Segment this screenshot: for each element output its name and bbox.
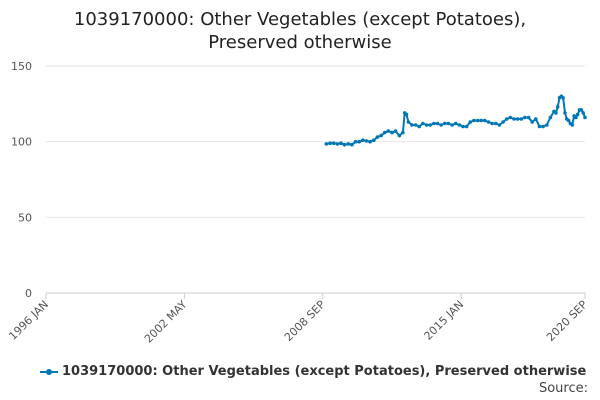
- data-point: [372, 138, 376, 142]
- data-point: [461, 124, 465, 129]
- data-point: [375, 135, 380, 139]
- data-point: [479, 118, 484, 123]
- data-point: [548, 115, 553, 120]
- data-point: [523, 115, 527, 120]
- x-tick-label: 2008 SEP: [282, 298, 328, 344]
- data-point: [443, 121, 447, 126]
- data-point: [468, 120, 473, 124]
- data-point: [386, 129, 391, 133]
- data-point: [350, 142, 354, 147]
- data-point: [393, 129, 398, 133]
- data-point: [324, 142, 329, 146]
- chart-title-line-2: Preserved otherwise: [208, 32, 392, 53]
- data-point: [534, 117, 538, 121]
- data-point: [397, 133, 402, 138]
- data-point: [526, 115, 531, 120]
- data-point: [404, 112, 409, 117]
- x-tick-label: 1996 JAN: [6, 298, 51, 343]
- data-point: [530, 120, 534, 124]
- data-point: [554, 111, 558, 115]
- data-point: [331, 141, 336, 145]
- data-point: [424, 123, 429, 127]
- data-point: [566, 118, 571, 123]
- series-line: [326, 95, 586, 146]
- data-point: [464, 124, 469, 129]
- data-point: [428, 123, 433, 127]
- data-point: [450, 123, 454, 127]
- data-point: [413, 123, 418, 127]
- data-point: [583, 115, 587, 120]
- data-point: [501, 120, 505, 124]
- data-point: [368, 139, 372, 144]
- data-point: [361, 138, 365, 142]
- data-point: [490, 121, 494, 126]
- chart-title-line-1: 1039170000: Other Vegetables (except Pot…: [73, 9, 527, 30]
- data-point: [432, 121, 436, 126]
- data-point: [519, 117, 524, 121]
- source-label: Source:: [538, 381, 588, 396]
- data-point: [435, 121, 440, 126]
- data-point: [439, 123, 443, 127]
- data-point: [364, 139, 369, 143]
- data-point: [401, 130, 405, 135]
- data-point: [406, 120, 411, 124]
- chart-title: 1039170000: Other Vegetables (except Pot…: [0, 8, 600, 54]
- data-point: [504, 117, 509, 121]
- data-point: [342, 142, 347, 147]
- data-point: [486, 120, 491, 124]
- data-point: [472, 118, 476, 123]
- data-point: [541, 124, 545, 129]
- data-point: [346, 142, 351, 146]
- legend-label: 1039170000: Other Vegetables (except Pot…: [62, 364, 587, 379]
- data-point: [555, 105, 560, 109]
- data-point: [515, 117, 520, 121]
- y-tick-label: 100: [11, 136, 32, 149]
- data-point: [379, 133, 383, 138]
- data-point: [357, 139, 362, 144]
- y-tick-label: 50: [18, 211, 32, 224]
- legend-swatch: [40, 367, 58, 377]
- data-point: [382, 130, 387, 135]
- data-point: [570, 123, 575, 127]
- data-point: [417, 124, 422, 129]
- data-point: [353, 139, 358, 144]
- data-point: [483, 118, 487, 123]
- data-point: [581, 111, 585, 115]
- data-point: [446, 121, 451, 126]
- data-point: [574, 115, 578, 120]
- data-point: [339, 141, 343, 145]
- data-point: [410, 123, 414, 127]
- x-tick-label: 2020 SEP: [544, 298, 590, 344]
- data-point: [575, 112, 580, 117]
- x-tick-label: 2015 JAN: [422, 298, 467, 343]
- data-point: [563, 111, 567, 115]
- data-point: [494, 121, 498, 126]
- data-point: [545, 123, 549, 127]
- data-point: [579, 108, 584, 112]
- y-tick-label: 150: [11, 60, 32, 73]
- data-point: [475, 118, 480, 123]
- x-tick-label: 2002 MAY: [142, 298, 190, 346]
- data-point: [328, 141, 332, 145]
- data-point: [335, 142, 340, 146]
- data-point: [508, 115, 513, 120]
- data-point: [497, 123, 502, 127]
- data-point: [457, 123, 462, 127]
- data-point: [512, 117, 516, 121]
- data-point: [537, 124, 542, 129]
- data-point: [561, 96, 565, 100]
- legend[interactable]: 1039170000: Other Vegetables (except Pot…: [40, 364, 586, 379]
- data-point: [421, 121, 425, 126]
- data-point: [453, 121, 458, 126]
- data-point: [390, 130, 394, 135]
- y-tick-label: 0: [25, 287, 32, 300]
